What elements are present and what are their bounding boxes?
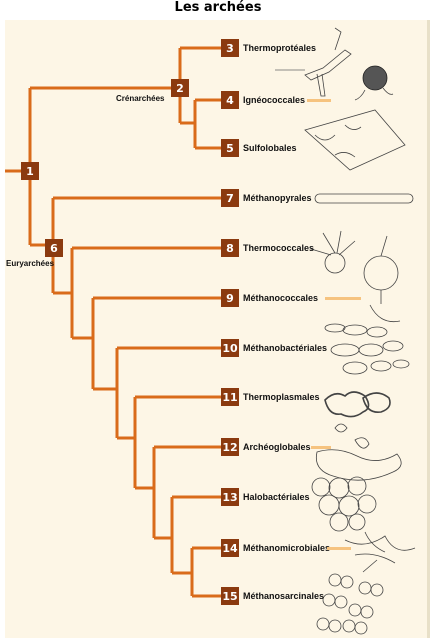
taxon-node-13: 13 — [221, 488, 239, 506]
taxon-node-4: 4 — [221, 91, 239, 109]
taxon-label-methanococcales: Méthanococcales — [243, 293, 319, 303]
taxon-node-3: 3 — [221, 39, 239, 57]
internal-node-2: 2 — [171, 79, 189, 97]
taxon-node-5: 5 — [221, 139, 239, 157]
thermococcales-illustration — [310, 230, 399, 304]
taxon-node-12: 12 — [221, 438, 239, 456]
igneococcales-accent-bar — [307, 99, 331, 102]
methanopyrales-illustration — [314, 193, 414, 204]
tree-branches — [5, 27, 416, 635]
methanomicrobiales-illustration — [344, 531, 416, 573]
methanococcales-accent-bar — [325, 297, 361, 300]
halobacteriales-illustration — [311, 476, 377, 532]
taxon-label-methanopyrales: Méthanopyrales — [243, 193, 312, 203]
clade-label-crenarchaeota: Crénarchées — [116, 94, 165, 103]
internal-node-6: 6 — [45, 239, 63, 257]
taxon-label-archaeoglobales: Archéoglobales — [243, 442, 311, 452]
taxon-node-15: 15 — [221, 587, 239, 605]
phylogenetic-tree-panel: 1 2 Crénarchées 6 Euryarchées 3 Thermopr… — [5, 20, 430, 638]
page-title: Les archées — [174, 0, 262, 15]
taxon-label-methanobacteriales: Méthanobactériales — [243, 343, 328, 353]
taxon-node-14: 14 — [221, 539, 239, 557]
taxon-label-thermococcales: Thermococcales — [243, 243, 315, 253]
taxon-node-8: 8 — [221, 239, 239, 257]
internal-node-1: 1 — [21, 162, 39, 180]
methanococcales-illustration — [369, 304, 401, 323]
methanosarcinales-illustration — [316, 573, 384, 635]
sulfolobales-illustration — [304, 109, 406, 171]
archaeoglobales-illustration — [315, 423, 402, 481]
taxon-label-thermoplasmales: Thermoplasmales — [243, 392, 320, 402]
taxon-node-7: 7 — [221, 189, 239, 207]
thermoplasmales-illustration — [324, 391, 391, 418]
taxon-label-igneococcales: Ignéococcales — [243, 95, 306, 105]
taxon-label-halobacteriales: Halobactériales — [243, 492, 310, 502]
igneococcales-illustration — [354, 65, 394, 101]
archaeoglobales-accent-bar — [311, 446, 331, 449]
clade-label-euryarchaeota: Euryarchées — [6, 259, 55, 268]
taxon-node-11: 11 — [221, 388, 239, 406]
taxon-label-thermoproteales: Thermoprotéales — [243, 43, 317, 53]
methanomicrobiales-accent-bar — [327, 547, 351, 550]
taxon-node-10: 10 — [221, 339, 239, 357]
taxon-label-methanosarcinales: Méthanosarcinales — [243, 591, 325, 601]
taxon-node-9: 9 — [221, 289, 239, 307]
taxon-label-methanomicrobiales: Méthanomicrobiales — [243, 543, 331, 553]
thermoproteales-illustration — [275, 27, 352, 97]
methanobacteriales-illustration — [324, 323, 410, 375]
taxon-label-sulfolobales: Sulfolobales — [243, 143, 297, 153]
